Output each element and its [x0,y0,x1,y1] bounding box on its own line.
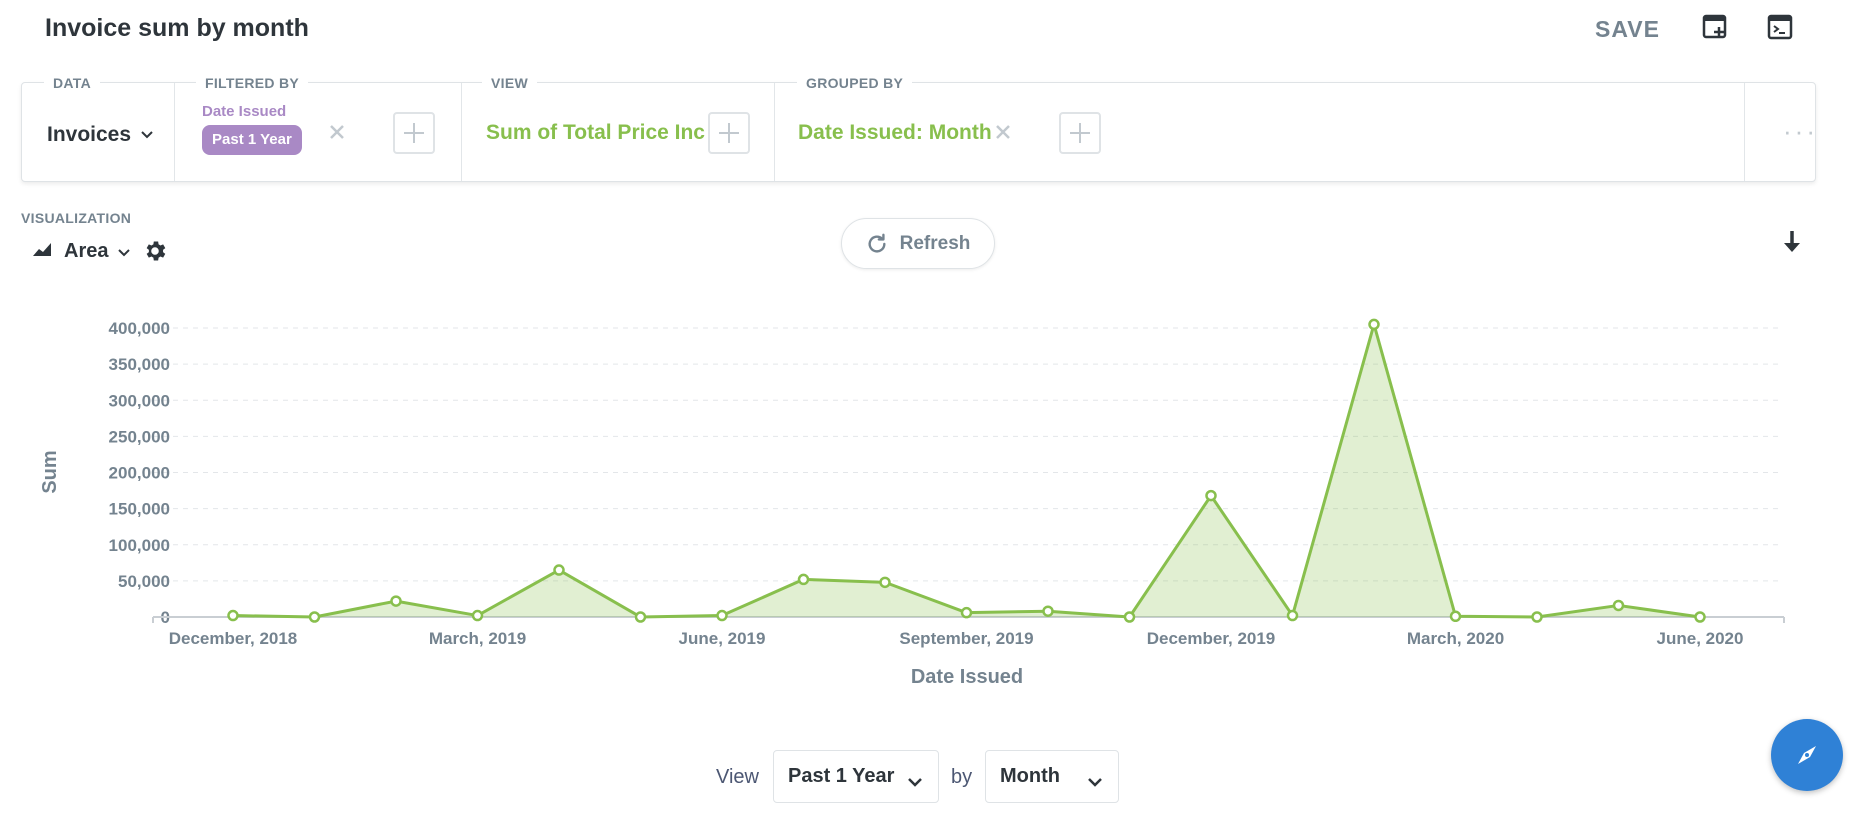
add-to-dashboard-icon[interactable] [1700,12,1730,42]
y-tick-label: 250,000 [109,427,170,446]
gear-icon[interactable] [142,238,168,264]
data-point [1531,611,1543,623]
data-point [308,611,321,623]
refresh-button[interactable]: Refresh [841,218,995,269]
data-point [390,595,402,607]
add-filter-button[interactable] [393,112,435,154]
data-source-name: Invoices [47,123,132,146]
sql-console-icon[interactable] [1765,12,1795,42]
area-chart: 050,000100,000150,000200,000250,000300,0… [39,318,1785,688]
page-title: Invoice sum by month [45,14,309,42]
data-section: DATA Invoices [22,75,175,181]
group-by-label[interactable]: Date Issued: Month [798,121,992,144]
data-point [879,576,891,589]
refresh-label: Refresh [899,232,971,254]
series-line [232,322,1701,619]
y-tick-label: 50,000 [118,572,170,591]
area-chart-icon [32,240,52,263]
group-section: GROUPED BY Date Issued: Month [775,75,1745,181]
visualization-label: VISUALIZATION [21,210,132,226]
y-tick-label: 400,000 [109,319,170,338]
period-value: Past 1 Year [788,765,895,787]
x-tick-label: September, 2019 [899,629,1033,648]
filter-field-name: Date Issued [202,103,287,120]
data-point [1123,611,1136,623]
more-options-icon[interactable]: ··· [1783,116,1818,146]
x-tick-label: December, 2018 [169,629,298,648]
area-fill [233,324,1700,617]
query-builder: DATA Invoices FILTERED BY Date Issued Pa… [21,75,1818,182]
y-tick-label: 300,000 [109,391,170,410]
data-point [716,609,728,622]
save-button[interactable]: SAVE [1595,16,1660,42]
data-point [960,606,973,619]
data-section-label: DATA [44,75,101,91]
filter-section-label: FILTERED BY [196,75,309,91]
unit-value: Month [1000,765,1060,787]
add-metric-button[interactable] [708,112,750,154]
data-point [1368,318,1380,331]
chevron-down-icon [118,240,131,263]
x-tick-label: March, 2019 [429,629,526,648]
data-point [1449,610,1462,623]
filter-section: FILTERED BY Date Issued Past 1 Year [175,75,462,181]
group-section-label: GROUPED BY [797,75,913,91]
data-point [1042,605,1054,617]
metric-label[interactable]: Sum of Total Price Inc [486,121,705,144]
refresh-icon [868,233,886,253]
data-point [1612,599,1625,612]
download-icon[interactable] [1780,228,1804,258]
y-axis-title: Sum [39,450,61,493]
view-label: View [716,766,759,788]
y-tick-label: 100,000 [109,536,170,555]
remove-group-icon[interactable] [994,123,1012,141]
period-select[interactable]: Past 1 Year [773,750,939,803]
compass-icon [1798,746,1816,764]
data-point [471,609,484,622]
filter-pill[interactable]: Past 1 Year [202,125,302,155]
remove-filter-icon[interactable] [328,123,346,141]
x-axis-title: Date Issued [911,666,1023,688]
add-group-button[interactable] [1059,112,1101,154]
chevron-down-icon [1088,771,1102,794]
visualization-type-label: Area [64,240,109,262]
chevron-down-icon [908,771,922,794]
chevron-down-icon [141,121,153,145]
data-point [634,611,647,623]
data-point [1205,489,1217,502]
y-tick-label: 150,000 [109,500,170,519]
data-point [553,564,565,576]
x-tick-label: June, 2019 [679,629,766,648]
visualization-type-select[interactable]: Area [32,240,131,263]
x-tick-label: December, 2019 [1147,629,1276,648]
data-point [797,573,810,586]
data-source-select[interactable]: Invoices [47,121,153,147]
y-tick-label: 200,000 [109,464,170,483]
x-tick-label: June, 2020 [1657,629,1744,648]
navigation-fab[interactable] [1771,719,1843,791]
data-point [1286,609,1299,622]
x-tick-label: March, 2020 [1407,629,1504,648]
y-tick-label: 350,000 [109,355,170,374]
by-label: by [951,766,973,788]
data-point [1694,611,1706,623]
unit-select[interactable]: Month [985,750,1119,803]
view-section-label: VIEW [482,75,537,91]
view-section: VIEW Sum of Total Price Inc [462,75,775,181]
data-point [227,609,239,622]
